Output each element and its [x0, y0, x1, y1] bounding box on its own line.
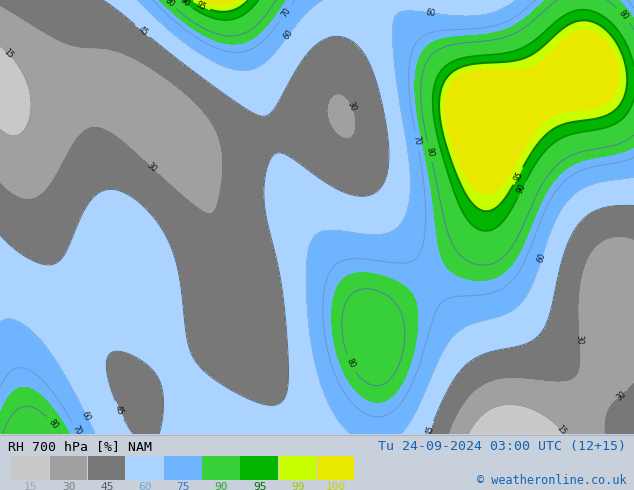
Text: 60: 60: [425, 8, 436, 18]
Text: 70: 70: [279, 6, 292, 19]
Text: 45: 45: [100, 482, 113, 490]
Text: 70: 70: [70, 424, 82, 437]
Text: 45: 45: [113, 404, 126, 416]
Bar: [11, 456, 49, 480]
Bar: [317, 456, 354, 480]
Text: © weatheronline.co.uk: © weatheronline.co.uk: [477, 474, 626, 487]
Text: 95: 95: [253, 482, 266, 490]
Text: 70: 70: [411, 135, 422, 146]
Text: 99: 99: [291, 482, 304, 490]
Bar: [87, 456, 125, 480]
Bar: [126, 456, 164, 480]
Text: 30: 30: [62, 482, 75, 490]
Text: 80: 80: [617, 8, 630, 22]
Text: Tu 24-09-2024 03:00 UTC (12+15): Tu 24-09-2024 03:00 UTC (12+15): [378, 441, 626, 453]
Text: 30: 30: [145, 161, 158, 174]
Text: 15: 15: [555, 424, 568, 437]
Text: 90: 90: [515, 182, 528, 195]
Text: 45: 45: [424, 424, 436, 437]
Text: 60: 60: [282, 28, 295, 42]
Text: 30: 30: [574, 335, 584, 345]
Text: 45: 45: [136, 24, 150, 37]
Text: 80: 80: [46, 418, 60, 431]
Text: 30: 30: [614, 390, 628, 403]
Text: 15: 15: [2, 47, 15, 60]
Text: 80: 80: [163, 0, 176, 9]
Text: RH 700 hPa [%] NAM: RH 700 hPa [%] NAM: [8, 441, 152, 453]
Text: 90: 90: [179, 0, 192, 9]
Text: 60: 60: [80, 410, 93, 422]
Text: 60: 60: [536, 251, 548, 264]
Text: 80: 80: [424, 147, 436, 158]
Bar: [202, 456, 240, 480]
Text: 60: 60: [138, 482, 152, 490]
Text: 80: 80: [344, 357, 357, 369]
Bar: [49, 456, 87, 480]
Bar: [279, 456, 316, 480]
Text: 100: 100: [326, 482, 346, 490]
Bar: [164, 456, 202, 480]
Text: 30: 30: [346, 100, 358, 113]
Bar: [240, 456, 278, 480]
Text: 75: 75: [176, 482, 190, 490]
Text: 90: 90: [215, 482, 228, 490]
Text: 15: 15: [23, 482, 37, 490]
Text: 95: 95: [512, 170, 524, 183]
Text: 95: 95: [195, 0, 207, 12]
